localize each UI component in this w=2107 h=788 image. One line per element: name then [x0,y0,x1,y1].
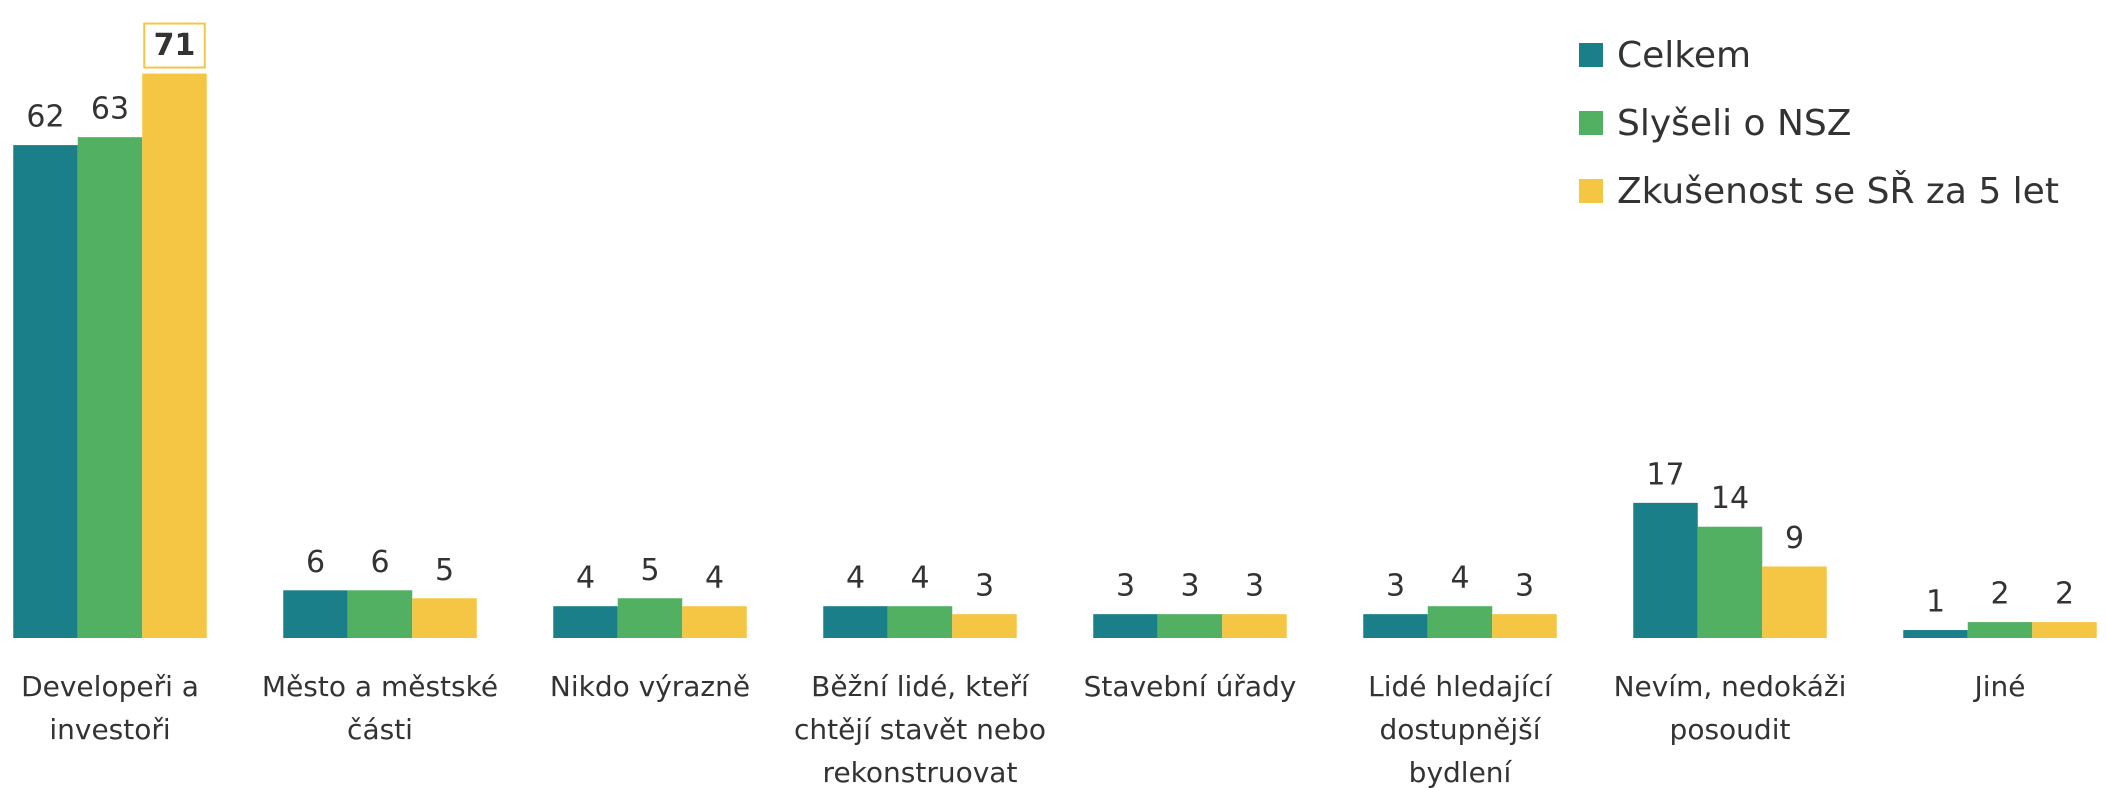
bar [1903,630,1968,638]
bar [1363,614,1428,638]
x-tick-label: Developeři a investoři [21,670,199,746]
value-label: 4 [910,561,929,596]
value-label: 5 [640,553,659,588]
legend-swatch [1579,111,1603,135]
x-tick-label: Lidé hledající dostupnější bydlení [1368,670,1552,788]
value-label: 63 [91,92,129,127]
bar [347,590,413,638]
bar [412,598,477,638]
bar [887,606,953,638]
legend-swatch [1579,43,1603,67]
bar [553,606,618,638]
value-label: 3 [1386,569,1405,604]
value-label: 4 [846,561,865,596]
bar [1967,622,2033,638]
value-label: 3 [1515,569,1534,604]
bar [13,145,78,638]
value-label: 2 [2055,577,2074,612]
x-tick-label: Stavební úřady [1083,670,1297,703]
highlight-box [143,22,206,69]
x-tick-label: Běžní lidé, kteří chtějí stavět nebo rek… [793,670,1047,788]
x-tick-label: Nikdo výrazně [549,670,751,703]
bar [1633,502,1698,638]
legend-swatch [1579,179,1603,203]
bar [1762,566,1827,638]
bar [1222,614,1287,638]
legend-label: Celkem [1617,35,1751,76]
bar [1093,614,1158,638]
bar [1697,526,1763,638]
value-label: 71 [154,28,196,63]
bar [682,606,747,638]
value-label: 3 [1245,569,1264,604]
value-label: 1 [1926,585,1945,620]
value-label: 14 [1711,481,1749,516]
x-tick-label: Jiné [1974,670,2026,703]
bar [823,606,888,638]
value-label: 5 [435,553,454,588]
value-label: 4 [1450,561,1469,596]
value-label: 4 [576,561,595,596]
x-tick-label: Nevím, nedokáži posoudit [1613,670,1847,746]
value-label: 3 [1180,569,1199,604]
bar [1157,614,1223,638]
bar [77,137,143,638]
bar [283,590,348,638]
value-label: 4 [705,561,724,596]
value-label: 3 [975,569,994,604]
value-label: 9 [1785,521,1804,556]
value-label: 2 [1990,577,2009,612]
bar [2032,622,2097,638]
value-label: 62 [26,100,64,135]
legend-label: Zkušenost se SŘ za 5 let [1617,170,2059,212]
bar [1492,614,1557,638]
value-label: 6 [306,545,325,580]
bar [952,614,1017,638]
legend-label: Slyšeli o NSZ [1617,103,1851,144]
x-tick-label: Město a městské části [261,670,499,746]
value-label: 6 [370,545,389,580]
value-label: 3 [1116,569,1135,604]
value-label: 17 [1646,457,1684,492]
bar [617,598,683,638]
bar [142,73,207,639]
bar [1427,606,1493,638]
